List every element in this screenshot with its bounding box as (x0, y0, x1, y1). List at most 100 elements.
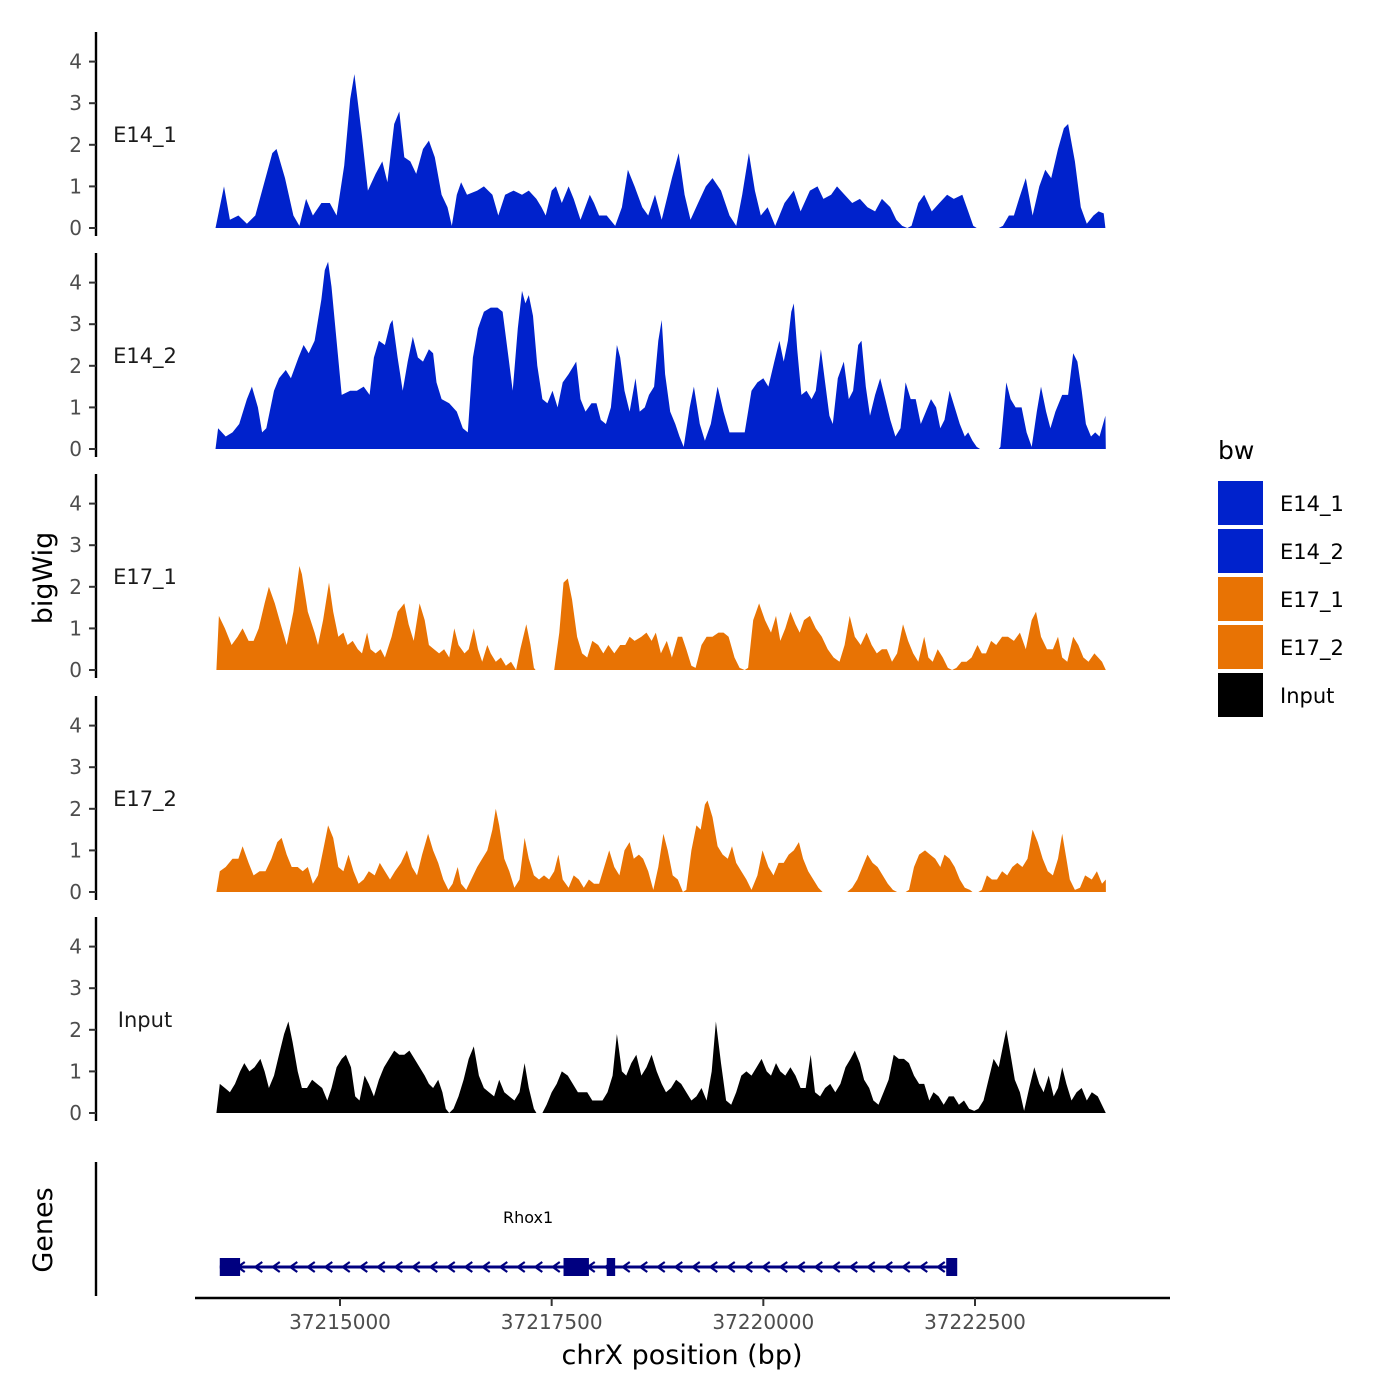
gene-label: Rhox1 (503, 1208, 553, 1227)
gene-exon (563, 1258, 589, 1276)
track-label: E17_1 (113, 565, 177, 590)
gene-exon (606, 1258, 616, 1276)
strand-arrow (550, 1261, 561, 1273)
strand-arrow (918, 1261, 928, 1273)
coverage-area-E14_1 (215, 74, 1106, 228)
strand-arrow (288, 1261, 298, 1273)
strand-arrow (638, 1261, 648, 1273)
y-tick-label: 1 (69, 1059, 82, 1083)
y-tick-label: 4 (69, 492, 82, 516)
strand-arrow (463, 1261, 473, 1273)
strand-arrow (620, 1261, 631, 1273)
track-E17_1: 0 1 2 3 4 E17_1 (69, 474, 1106, 682)
y-tick-label: 2 (69, 354, 82, 378)
legend-label: E17_2 (1280, 636, 1344, 661)
strand-arrow (375, 1261, 386, 1273)
track-Input: 0 1 2 3 4 Input (69, 917, 1106, 1125)
y-tick-label: 0 (69, 880, 82, 904)
strand-arrow (743, 1261, 753, 1273)
strand-arrow (428, 1261, 438, 1273)
legend-swatch (1218, 481, 1263, 525)
y-tick-label: 1 (69, 616, 82, 640)
strand-arrow (725, 1261, 736, 1273)
track-label: E14_2 (113, 344, 177, 369)
y-tick-label: 3 (69, 91, 82, 115)
strand-arrow (760, 1261, 771, 1273)
y-tick-label: 0 (69, 658, 82, 682)
x-tick-label: 37217500 (501, 1310, 603, 1334)
y-tick-label: 4 (69, 935, 82, 959)
y-tick-label: 1 (69, 174, 82, 198)
track-label: E17_2 (113, 787, 177, 812)
legend-swatch (1218, 673, 1263, 717)
gene-panel-title: Genes (28, 1187, 59, 1272)
y-axis-title: bigWig (28, 532, 59, 625)
y-tick-label: 3 (69, 312, 82, 336)
x-tick-label: 37222500 (924, 1310, 1026, 1334)
strand-arrow (795, 1261, 806, 1273)
strand-arrow (410, 1261, 421, 1273)
y-tick-label: 3 (69, 533, 82, 557)
strand-arrow (690, 1261, 701, 1273)
legend-label: E14_2 (1280, 540, 1344, 565)
x-tick-label: 37215000 (289, 1310, 391, 1334)
strand-arrow (445, 1261, 456, 1273)
strand-arrow (515, 1261, 526, 1273)
y-tick-label: 1 (69, 838, 82, 862)
legend: bw E14_1 E14_2 E17_1 E17_2 Input (1218, 436, 1344, 717)
y-tick-label: 4 (69, 50, 82, 74)
y-tick-label: 1 (69, 395, 82, 419)
track-label: E14_1 (113, 123, 177, 148)
legend-swatch (1218, 577, 1263, 621)
legend-title: bw (1218, 436, 1254, 465)
strand-arrow (270, 1261, 281, 1273)
strand-arrow (480, 1261, 491, 1273)
y-tick-label: 0 (69, 216, 82, 240)
y-tick-label: 2 (69, 1018, 82, 1042)
gene-exon (219, 1258, 241, 1276)
coverage-area-E14_2 (215, 261, 1106, 449)
track-E17_2: 0 1 2 3 4 E17_2 (69, 696, 1106, 904)
strand-arrow (655, 1261, 666, 1273)
strand-arrow (498, 1261, 508, 1273)
y-tick-label: 4 (69, 714, 82, 738)
x-axis-title: chrX position (bp) (561, 1340, 802, 1371)
legend-label: E17_1 (1280, 588, 1344, 613)
strand-arrow (673, 1261, 683, 1273)
strand-arrow (253, 1261, 263, 1273)
y-tick-label: 4 (69, 271, 82, 295)
y-tick-label: 0 (69, 1101, 82, 1125)
strand-arrow (848, 1261, 858, 1273)
legend-label: E14_1 (1280, 492, 1344, 517)
track-E14_2: 0 1 2 3 4 E14_2 (69, 253, 1106, 461)
strand-arrow (830, 1261, 841, 1273)
strand-arrow (323, 1261, 333, 1273)
strand-arrow (865, 1261, 876, 1273)
y-tick-label: 3 (69, 976, 82, 1000)
strand-arrow (935, 1261, 946, 1273)
coverage-area-Input (216, 1021, 1106, 1113)
strand-arrow (900, 1261, 911, 1273)
legend-label: Input (1280, 684, 1334, 708)
track-label: Input (118, 1008, 172, 1032)
x-tick-label: 37220000 (712, 1310, 814, 1334)
strand-arrow (393, 1261, 403, 1273)
strand-arrow (708, 1261, 718, 1273)
strand-arrow (305, 1261, 316, 1273)
x-axis: chrX position (bp) 37215000 37217500 37220… (195, 1296, 1170, 1371)
strand-arrow (883, 1261, 893, 1273)
y-tick-label: 2 (69, 575, 82, 599)
strand-arrow (533, 1261, 543, 1273)
y-tick-label: 2 (69, 133, 82, 157)
track-E14_1: 0 1 2 3 4 E14_1 (69, 32, 1106, 240)
legend-swatch (1218, 625, 1263, 669)
strand-arrow (358, 1261, 368, 1273)
coverage-area-E17_2 (216, 800, 1106, 892)
gene-exon (946, 1258, 958, 1276)
strand-arrow (340, 1261, 351, 1273)
strand-arrow (813, 1261, 823, 1273)
tracks-layer: 0 1 2 3 4 E14_1 0 1 2 3 4 E14_2 0 1 2 3 4 E17_1 0 1 2 3 4 E17_2… (69, 32, 1106, 1125)
y-tick-label: 2 (69, 797, 82, 821)
